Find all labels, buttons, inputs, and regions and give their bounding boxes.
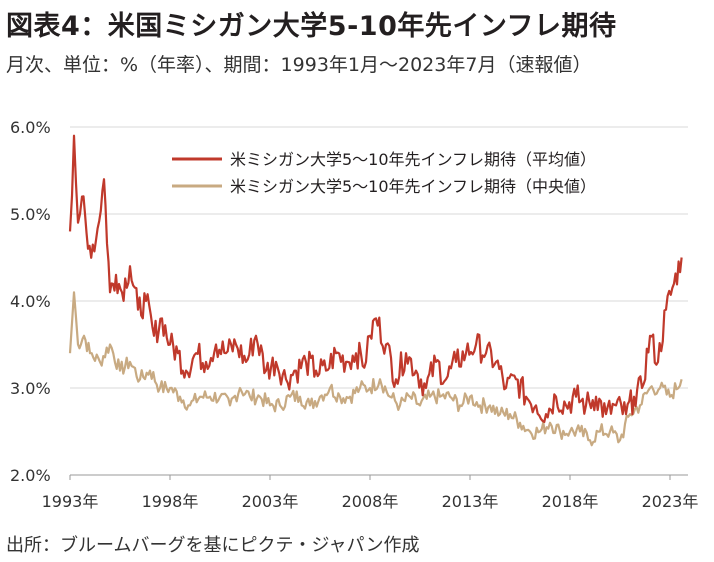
source-note: 出所：ブルームバーグを基にピクテ・ジャパン作成 <box>6 535 420 556</box>
legend-label-median: 米ミシガン大学5～10年先インフレ期待（中央値） <box>230 177 596 196</box>
x-tick-label: 1993年 <box>42 492 99 511</box>
x-axis-ticks: 1993年 1998年 2003年 2008年 2013年 2018年 2023年 <box>42 475 699 511</box>
series-line-mean <box>68 134 683 423</box>
x-tick-label: 1998年 <box>142 492 199 511</box>
x-tick-label: 2003年 <box>242 492 299 511</box>
x-tick-label: 2008年 <box>342 492 399 511</box>
chart-title: 図表4：米国ミシガン大学5-10年先インフレ期待 <box>6 11 617 42</box>
x-tick-label: 2023年 <box>642 492 699 511</box>
x-tick-label: 2013年 <box>442 492 499 511</box>
y-tick-label: 6.0% <box>10 118 51 137</box>
legend: 米ミシガン大学5～10年先インフレ期待（平均値） 米ミシガン大学5～10年先インフ… <box>172 150 596 196</box>
series-line-median <box>68 291 683 447</box>
series-lines <box>68 134 683 447</box>
chart-subtitle: 月次、単位：%（年率）、期間：1993年1月～2023年7月（速報値） <box>6 54 592 76</box>
grid-lines <box>70 126 688 476</box>
legend-label-mean: 米ミシガン大学5～10年先インフレ期待（平均値） <box>230 150 596 169</box>
y-axis-ticks: 6.0% 5.0% 4.0% 3.0% 2.0% <box>10 118 51 485</box>
y-tick-label: 3.0% <box>10 379 51 398</box>
y-tick-label: 5.0% <box>10 205 51 224</box>
y-tick-label: 2.0% <box>10 466 51 485</box>
y-tick-label: 4.0% <box>10 292 51 311</box>
x-tick-label: 2018年 <box>542 492 599 511</box>
